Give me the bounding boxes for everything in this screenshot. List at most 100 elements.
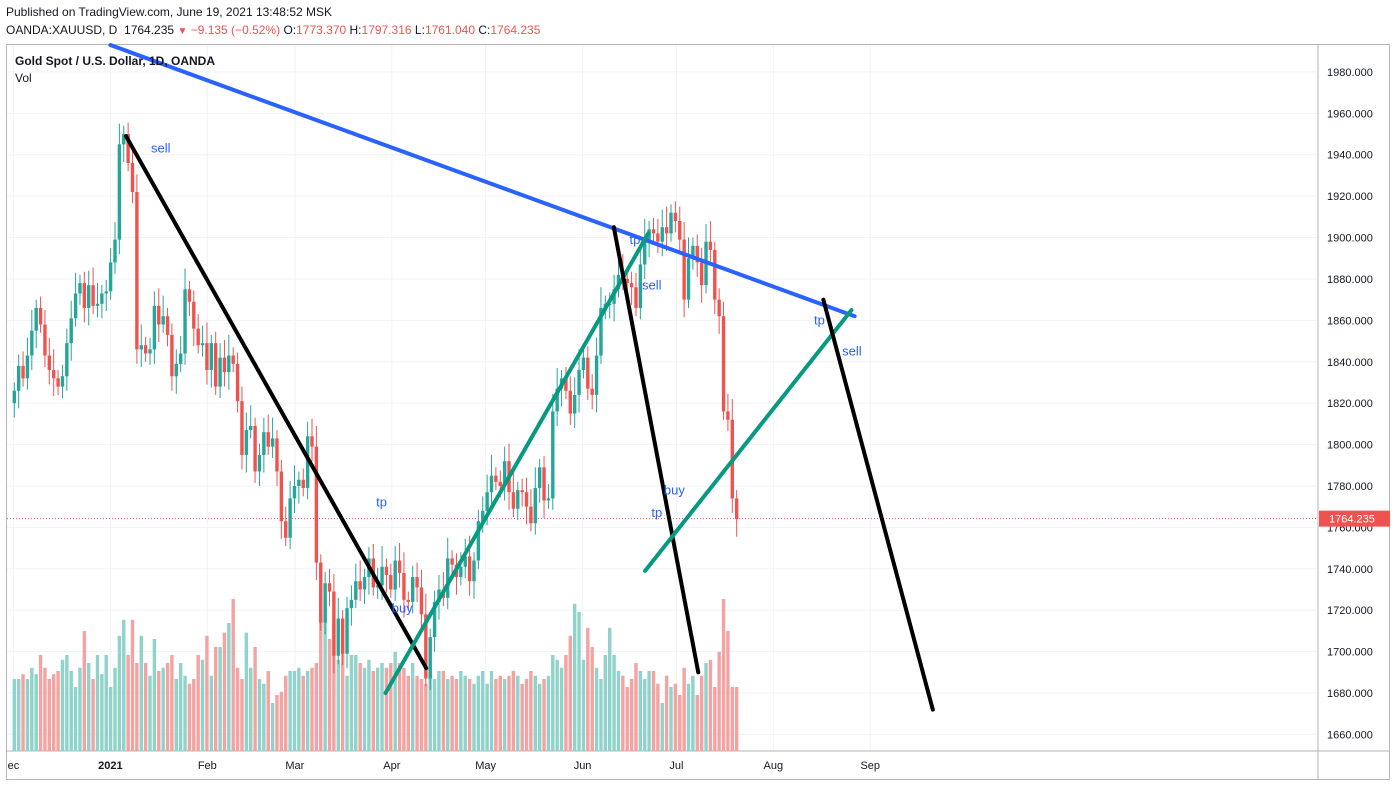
volume-bar <box>362 667 367 751</box>
volume-bar <box>551 655 555 751</box>
candle-body <box>643 239 647 265</box>
candle-body <box>91 285 95 306</box>
volume-bar <box>349 655 354 751</box>
volume-bar <box>616 671 621 751</box>
volume-bar <box>393 651 397 751</box>
candle-body <box>463 556 467 567</box>
volume-bar <box>297 667 301 751</box>
time-tick-label: Jun <box>574 760 592 772</box>
chart-header: Published on TradingView.com, June 19, 2… <box>0 0 1396 42</box>
candle-body <box>572 394 577 414</box>
volume-bar <box>292 671 297 751</box>
volume-bar <box>389 663 393 751</box>
volume-bar <box>170 655 174 751</box>
volume-bar <box>537 683 542 751</box>
volume-bar <box>183 675 187 751</box>
volume-bar <box>419 679 424 751</box>
volume-bar <box>257 679 262 751</box>
candle-body <box>157 305 161 325</box>
candle-body <box>726 411 730 420</box>
volume-bar <box>95 655 100 751</box>
candle-body <box>270 438 275 447</box>
candle-body <box>542 467 546 501</box>
candle-body <box>691 245 695 259</box>
candle-body <box>708 241 713 250</box>
volume-bar <box>157 671 161 751</box>
volume-bar <box>651 671 656 751</box>
volume-bar <box>196 655 200 751</box>
volume-bar <box>643 679 647 751</box>
price-tick-label: 1880.000 <box>1327 274 1373 286</box>
price-tick-label: 1700.000 <box>1327 647 1373 659</box>
high-label: H: <box>349 23 362 37</box>
candle-body <box>319 562 323 623</box>
volume-bar <box>428 671 432 751</box>
volume-bar <box>244 632 249 751</box>
volume-bar <box>542 679 546 751</box>
volume-bar <box>494 679 498 751</box>
candle-body <box>73 293 78 319</box>
volume-bar <box>699 675 704 751</box>
candle-body <box>249 425 253 431</box>
volume-bar <box>187 683 192 751</box>
volume-bar <box>345 675 349 751</box>
teal-uptrend-1-line <box>383 231 651 696</box>
candle-body <box>16 365 21 391</box>
candle-body <box>113 239 117 263</box>
candle-body <box>117 144 122 240</box>
volume-bar <box>682 667 686 751</box>
candle-body <box>529 506 533 524</box>
candle-body <box>310 436 314 447</box>
volume-bar <box>34 674 38 751</box>
volume-bar <box>117 635 122 751</box>
candle-body <box>323 583 327 623</box>
open-value: 1773.370 <box>296 23 347 37</box>
price-tick-label: 1960.000 <box>1327 108 1373 120</box>
volume-bar <box>270 703 275 751</box>
candle-body <box>161 316 165 325</box>
candle-body <box>546 498 551 501</box>
candle-body <box>192 301 196 329</box>
volume-bar <box>533 675 537 751</box>
candle-body <box>537 467 542 489</box>
candle-body <box>12 390 16 404</box>
candle-body <box>25 355 30 379</box>
volume-bar <box>625 687 629 751</box>
annotation-tp: tp <box>629 232 640 247</box>
candle-body <box>297 479 301 486</box>
candle-body <box>336 618 340 656</box>
volume-bar <box>60 659 65 751</box>
volume-bar <box>47 679 52 751</box>
chart-frame[interactable] <box>6 44 1390 780</box>
candle-body <box>358 581 362 590</box>
annotation-tp: tp <box>651 505 662 520</box>
volume-bar <box>192 679 196 751</box>
time-tick-label: ec <box>8 760 20 772</box>
volume-bar <box>437 671 441 751</box>
volume-bar <box>485 683 489 751</box>
candle-body <box>354 581 358 600</box>
volume-bar <box>275 695 279 751</box>
candle-body <box>524 492 529 507</box>
candle-body <box>481 510 485 522</box>
time-tick-label: Apr <box>383 760 400 772</box>
candle-body <box>520 490 524 493</box>
volume-bar <box>472 683 476 751</box>
volume-bar <box>174 679 178 751</box>
price-tick-label: 1800.000 <box>1327 440 1373 452</box>
candle-body <box>209 343 214 371</box>
candle-body <box>301 479 305 489</box>
candle-body <box>183 289 187 354</box>
candle-body <box>187 289 192 302</box>
volume-bar <box>489 671 494 751</box>
candle-body <box>594 355 599 395</box>
volume-bar <box>446 679 450 751</box>
volume-bar <box>664 675 669 751</box>
volume-bar <box>529 671 533 751</box>
candle-body <box>717 299 721 317</box>
volume-bar <box>577 611 581 751</box>
candle-body <box>660 227 664 242</box>
candle-body <box>551 411 555 499</box>
candle-body <box>100 293 104 304</box>
